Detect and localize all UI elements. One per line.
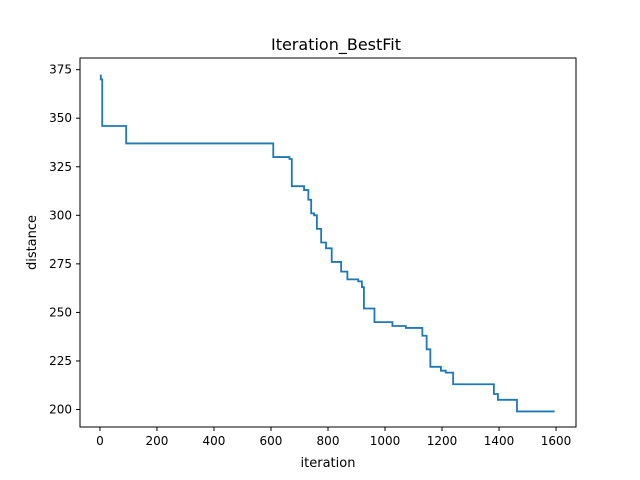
x-tick-label: 200 xyxy=(146,434,169,448)
y-axis-ticks: 200 225 250 275 300 325 350 375 xyxy=(49,63,80,417)
y-axis-label: distance xyxy=(25,215,40,270)
y-tick-label: 375 xyxy=(49,63,72,77)
series-line-best-fit xyxy=(99,74,555,413)
y-tick-label: 350 xyxy=(49,111,72,125)
x-tick-label: 600 xyxy=(260,434,283,448)
y-tick-label: 200 xyxy=(49,403,72,417)
x-axis-label: iteration xyxy=(301,456,356,471)
x-tick-label: 1400 xyxy=(484,434,515,448)
x-tick-label: 800 xyxy=(317,434,340,448)
x-tick-label: 0 xyxy=(96,434,104,448)
y-tick-label: 275 xyxy=(49,257,72,271)
x-tick-label: 1600 xyxy=(541,434,572,448)
x-tick-label: 400 xyxy=(203,434,226,448)
chart-title: Iteration_BestFit xyxy=(271,35,401,55)
y-tick-label: 250 xyxy=(49,305,72,319)
x-tick-label: 1200 xyxy=(427,434,458,448)
x-axis-ticks: 0 200 400 600 800 1000 1200 1400 1600 xyxy=(96,427,571,448)
y-tick-label: 325 xyxy=(49,160,72,174)
x-tick-label: 1000 xyxy=(370,434,401,448)
y-tick-label: 225 xyxy=(49,354,72,368)
y-tick-label: 300 xyxy=(49,208,72,222)
